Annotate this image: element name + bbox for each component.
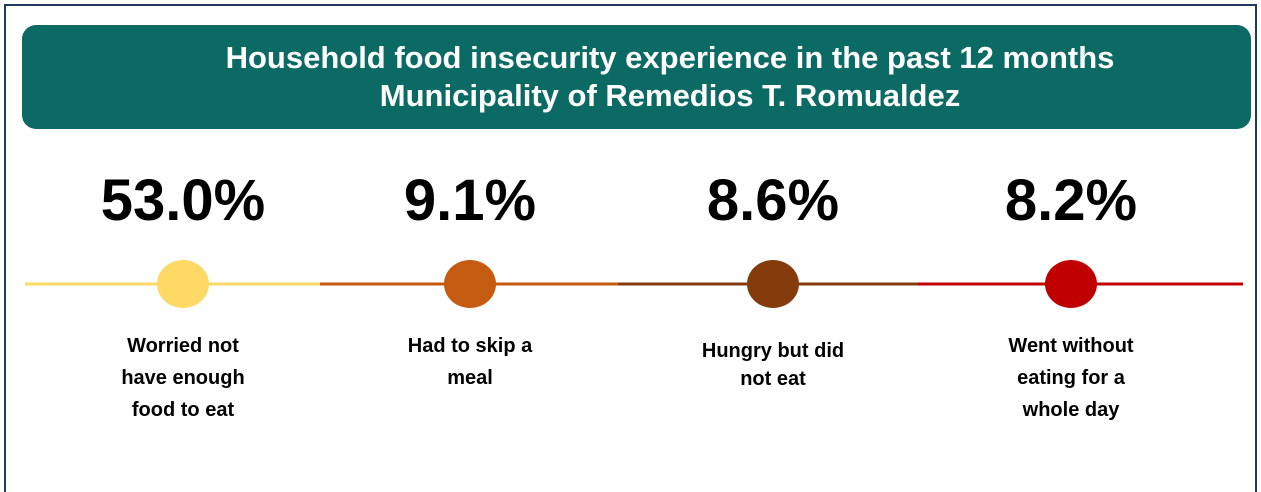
percentage: 53.0% — [101, 168, 265, 233]
item-label: food to eat — [132, 399, 235, 421]
timeline-dot — [157, 260, 209, 308]
item-label: have enough — [121, 367, 244, 389]
percentage: 8.6% — [707, 168, 839, 233]
header-banner — [22, 25, 1251, 129]
item-label: Hungry but did — [702, 340, 844, 362]
item-label: whole day — [1022, 399, 1121, 421]
item-label: eating for a — [1017, 367, 1126, 389]
timeline: 53.0% Worried not have enough food to eat 9.… — [25, 168, 1243, 421]
item-label: Had to skip a — [408, 335, 533, 357]
timeline-dot — [747, 260, 799, 308]
item-label: Went without — [1008, 335, 1133, 357]
item-label: meal — [447, 367, 493, 389]
timeline-dot — [444, 260, 496, 308]
item-label: Worried not — [127, 335, 239, 357]
item-label: not eat — [740, 368, 806, 390]
timeline-dot — [1045, 260, 1097, 308]
percentage: 9.1% — [404, 168, 536, 233]
header-subtitle: Municipality of Remedios T. Romualdez — [380, 78, 960, 113]
percentage: 8.2% — [1005, 168, 1137, 233]
header-title: Household food insecurity experience in … — [226, 40, 1115, 75]
